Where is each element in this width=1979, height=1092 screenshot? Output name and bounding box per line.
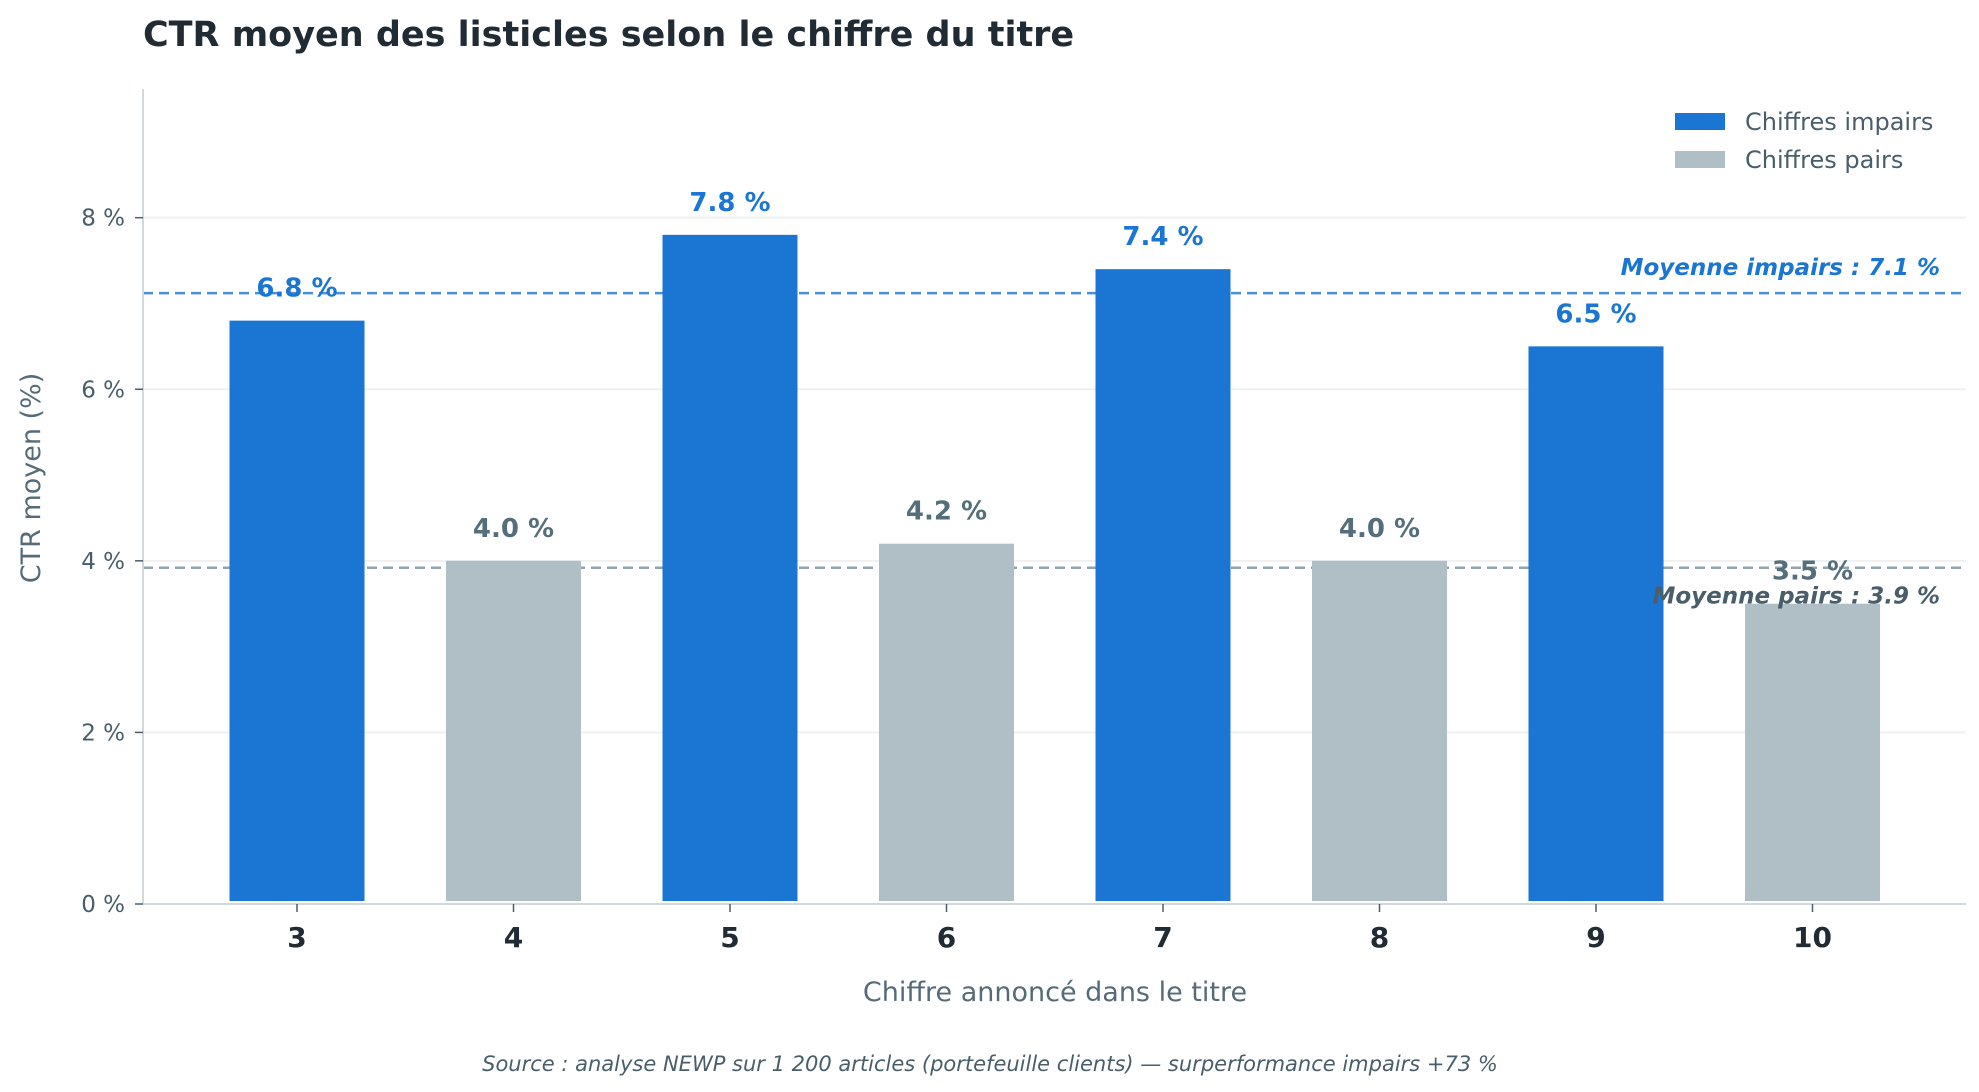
x-tick-label: 5	[720, 921, 739, 954]
y-tick-label: 6 %	[81, 377, 125, 403]
bar-value-label: 4.2 %	[906, 497, 987, 527]
bar-value-label: 4.0 %	[1339, 514, 1420, 544]
reference-label-even: Moyenne pairs : 3.9 %	[1652, 584, 1940, 610]
y-tick-label: 4 %	[81, 549, 125, 575]
x-tick-label: 7	[1153, 921, 1172, 954]
bar-9	[1528, 346, 1664, 901]
bar-5	[662, 234, 798, 901]
y-axis-label: CTR moyen (%)	[16, 373, 47, 584]
chart-title: CTR moyen des listicles selon le chiffre…	[143, 15, 1074, 55]
bar-6	[879, 543, 1014, 901]
reference-labels: Moyenne impairs : 7.1 % Moyenne pairs : 3…	[1621, 255, 1940, 610]
y-tick-label: 8 %	[81, 206, 125, 232]
y-tick-label: 0 %	[81, 892, 125, 918]
legend: Chiffres impairs Chiffres pairs	[1675, 108, 1933, 174]
legend-swatch-odd	[1675, 113, 1725, 130]
axes	[142, 89, 1966, 905]
source-note: Source : analyse NEWP sur 1 200 articles…	[482, 1052, 1498, 1076]
x-tick-label: 9	[1586, 921, 1605, 954]
x-axis-label: Chiffre annoncé dans le titre	[863, 977, 1247, 1008]
reference-lines	[143, 291, 1966, 569]
bars	[229, 234, 1880, 901]
bar-value-label: 7.8 %	[689, 188, 770, 218]
bar-value-label: 7.4 %	[1122, 222, 1203, 252]
x-tick-label: 4	[504, 921, 523, 954]
bar-value-label: 4.0 %	[473, 514, 554, 544]
x-tick-label: 3	[287, 921, 306, 954]
x-tick-label: 6	[937, 921, 956, 954]
y-tick-label: 2 %	[81, 720, 125, 746]
bar-value-label: 6.8 %	[256, 274, 337, 304]
x-tick-label: 8	[1370, 921, 1389, 954]
grid	[143, 216, 1966, 734]
x-ticks: 3 4 5 6 7 8 9 10	[287, 904, 1832, 954]
x-tick-label: 10	[1793, 921, 1832, 954]
bar-10	[1745, 603, 1880, 901]
bar-4	[446, 560, 581, 901]
reference-label-odd: Moyenne impairs : 7.1 %	[1621, 255, 1940, 281]
bar-value-label: 3.5 %	[1772, 557, 1853, 587]
legend-label-odd: Chiffres impairs	[1745, 108, 1933, 136]
bar-3	[229, 320, 365, 901]
bar-8	[1312, 560, 1447, 901]
y-ticks: 0 % 2 % 4 % 6 % 8 %	[81, 206, 143, 918]
legend-label-even: Chiffres pairs	[1745, 146, 1903, 174]
bar-value-label: 6.5 %	[1555, 299, 1636, 329]
bar-labels: 6.8 % 4.0 % 7.8 % 4.2 % 7.4 % 4.0 % 6.5 % 3.5 %	[256, 188, 1853, 587]
legend-swatch-even	[1675, 151, 1725, 168]
bar-7	[1095, 269, 1231, 901]
